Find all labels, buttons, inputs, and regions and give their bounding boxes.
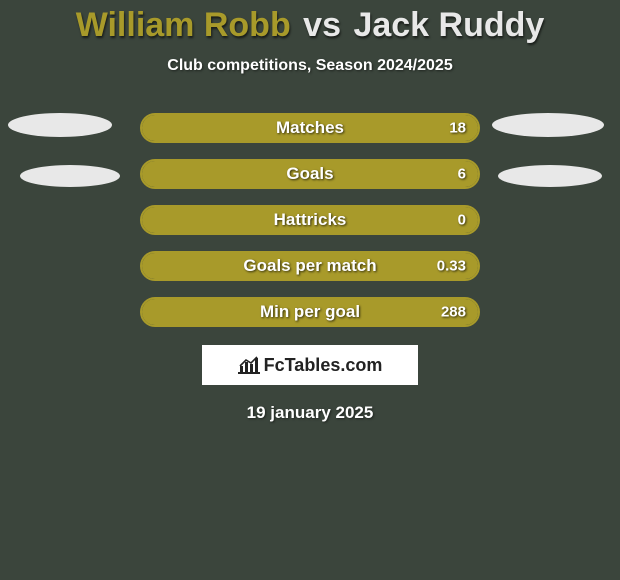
stat-row: Goals 6 [140,159,480,189]
date-line: 19 january 2025 [0,403,620,423]
stat-value: 0.33 [437,258,466,275]
left-ellipse-1 [8,113,112,137]
player1-name: William Robb [76,6,291,44]
stat-row: Min per goal 288 [140,297,480,327]
brand-text: FcTables.com [264,355,383,376]
stat-label: Hattricks [274,210,347,230]
stat-value: 18 [449,120,466,137]
player2-name: Jack Ruddy [353,6,544,44]
stat-value: 0 [458,212,466,229]
stat-label: Goals [286,164,333,184]
stat-row: Hattricks 0 [140,205,480,235]
stat-row: Goals per match 0.33 [140,251,480,281]
stat-value: 6 [458,166,466,183]
subtitle: Club competitions, Season 2024/2025 [0,57,620,75]
title: William Robb vs Jack Ruddy [0,0,620,45]
stat-row: Matches 18 [140,113,480,143]
stat-label: Goals per match [243,256,376,276]
right-ellipse-1 [492,113,604,137]
stat-value: 288 [441,304,466,321]
stat-label: Min per goal [260,302,360,322]
vs-text: vs [303,6,341,44]
chart-icon [238,356,260,374]
brand-box: FcTables.com [202,345,418,385]
stats-arena: Matches 18 Goals 6 Hattricks 0 Goals per match… [0,113,620,423]
stats-container: Matches 18 Goals 6 Hattricks 0 Goals per match… [0,113,620,327]
right-ellipse-2 [498,165,602,187]
stat-label: Matches [276,118,344,138]
left-ellipse-2 [20,165,120,187]
